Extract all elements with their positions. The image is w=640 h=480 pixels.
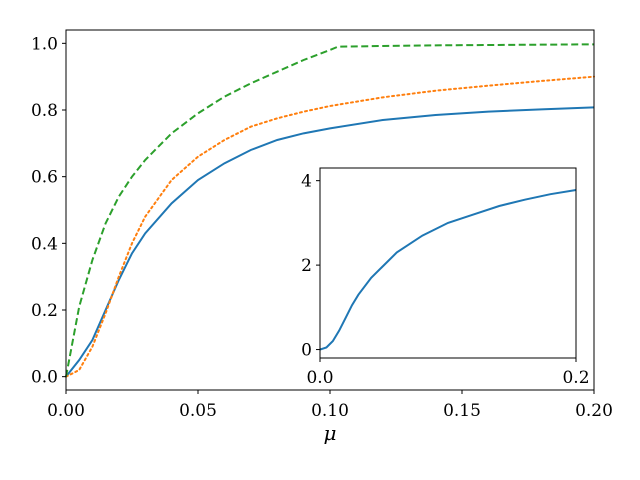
- inset-y-tick-label: 4: [301, 172, 312, 192]
- inset-axes-frame: [319, 167, 577, 359]
- main-x-tick-label: 0.20: [575, 401, 613, 421]
- inset-series-line-0: [319, 188, 577, 351]
- inset-x-tick-label: 0.0: [306, 368, 333, 388]
- main-y-tick-label: 0.4: [31, 234, 58, 254]
- main-series-line-1: [65, 75, 595, 378]
- main-y-tick-label: 0.6: [31, 168, 58, 188]
- inset-y-tick-label: 2: [301, 256, 312, 276]
- main-x-tick-label: 0.15: [443, 401, 481, 421]
- main-y-tick-label: 1.0: [31, 34, 58, 54]
- main-x-tick-label: 0.05: [179, 401, 217, 421]
- inset-x-tick-label: 0.2: [562, 368, 589, 388]
- main-x-axis-label: μ: [324, 421, 337, 445]
- main-x-tick-label: 0.00: [47, 401, 85, 421]
- main-y-tick-label: 0.0: [31, 368, 58, 388]
- inset-plot-background: [320, 168, 576, 358]
- main-series-line-0: [65, 106, 595, 378]
- main-y-tick-label: 0.2: [31, 301, 58, 321]
- inset-y-tick-label: 0: [301, 341, 312, 361]
- main-series-line-2: [65, 43, 595, 377]
- main-y-tick-label: 0.8: [31, 101, 58, 121]
- main-x-tick-label: 0.10: [311, 401, 349, 421]
